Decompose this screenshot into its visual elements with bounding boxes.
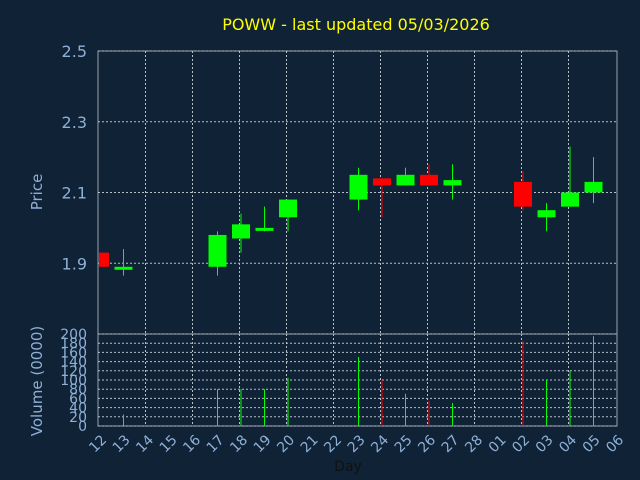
- x-tick-label: 25: [392, 432, 416, 456]
- x-tick-label: 24: [368, 432, 392, 456]
- x-tick-label: 15: [157, 432, 181, 456]
- volume-tick-label: 80: [69, 382, 87, 398]
- candles: [99, 146, 603, 276]
- x-tick-label: 02: [509, 432, 533, 456]
- candle-body: [584, 181, 603, 193]
- x-tick-label: 06: [603, 432, 627, 456]
- volume-tick-label: 200: [60, 327, 87, 343]
- candle-body: [514, 181, 532, 207]
- candle-body: [208, 234, 227, 267]
- x-tick-label: 20: [274, 432, 298, 456]
- price-tick-label: 2.3: [62, 113, 87, 132]
- volume-axis-label: Volume (0000): [28, 326, 46, 436]
- candle-body: [114, 266, 133, 270]
- x-tick-label: 17: [204, 432, 228, 456]
- volume-tick-label: 100: [60, 373, 87, 389]
- x-tick-label: 01: [486, 432, 510, 456]
- x-tick-label: 23: [345, 432, 369, 456]
- candle-body: [420, 174, 438, 186]
- x-tick-label: 12: [86, 432, 110, 456]
- volume-tick-label: 160: [60, 345, 87, 361]
- price-tick-label: 2.5: [62, 42, 87, 61]
- x-axis-label: Day: [334, 459, 362, 475]
- volume-tick-label: 20: [69, 410, 87, 426]
- volume-tick-label: 60: [69, 391, 87, 407]
- x-tick-label: 05: [580, 432, 604, 456]
- volume-tick-label: 120: [60, 364, 87, 380]
- x-tick-label: 13: [110, 432, 134, 456]
- candle-body: [255, 227, 274, 231]
- candle-body: [373, 178, 391, 186]
- price-y-ticks: 1.9 2.1 2.3 2.5: [62, 42, 87, 273]
- volume-tick-label: 40: [69, 401, 87, 417]
- candle-body: [396, 174, 415, 186]
- chart-title: POWW - last updated 05/03/2026: [222, 15, 490, 34]
- x-tick-label: 22: [321, 432, 345, 456]
- candle-body: [443, 180, 462, 186]
- candle-body: [279, 199, 297, 218]
- candle-body: [349, 174, 368, 200]
- x-tick-labels: 12 13 14 15 16 17 18 19 20 21 22 23 24 25 26 27 28 01 02 03…: [86, 432, 627, 456]
- volume-tick-label: 180: [60, 336, 87, 352]
- x-tick-label: 04: [556, 432, 580, 456]
- price-tick-label: 1.9: [62, 254, 87, 273]
- candle-body: [99, 252, 109, 267]
- candle-body: [561, 192, 579, 207]
- x-tick-label: 03: [533, 432, 557, 456]
- volume-gridlines: [98, 333, 617, 427]
- x-tick-label: 26: [415, 432, 439, 456]
- price-tick-label: 2.1: [62, 184, 87, 203]
- candle-body: [537, 210, 556, 218]
- price-axis-label: Price: [28, 174, 46, 211]
- candle-body: [232, 224, 250, 239]
- price-panel: 1.9 2.1 2.3 2.5: [62, 42, 618, 335]
- volume-tick-label: 0: [78, 419, 87, 435]
- x-tick-label: 16: [180, 432, 204, 456]
- x-tick-label: 21: [298, 432, 322, 456]
- volume-bars: [123, 336, 594, 426]
- x-tick-label: 28: [462, 432, 486, 456]
- x-tick-label: 14: [133, 432, 157, 456]
- x-tick-label: 18: [227, 432, 251, 456]
- x-tick-label: 27: [439, 432, 463, 456]
- x-tick-label: 19: [251, 432, 275, 456]
- volume-tick-label: 140: [60, 355, 87, 371]
